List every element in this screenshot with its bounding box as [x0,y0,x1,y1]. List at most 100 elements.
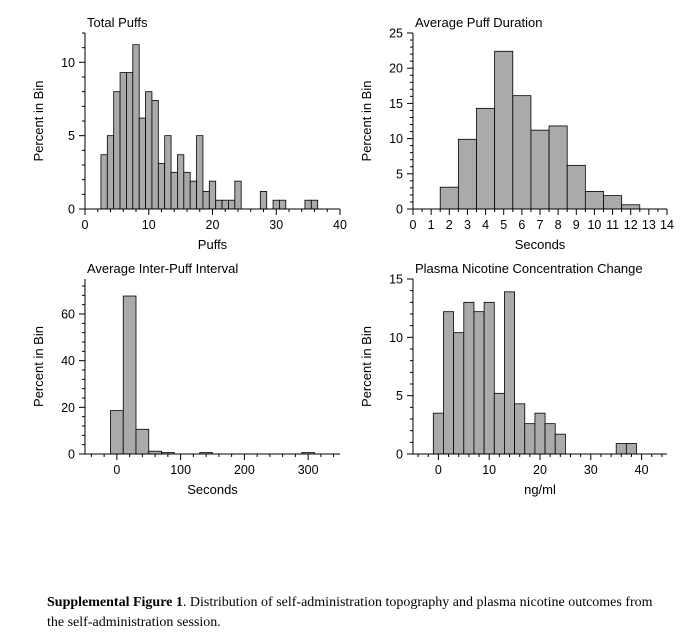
puff-duration-x-tick-label: 14 [660,218,674,232]
total-puffs-bar-5 [132,44,140,210]
puff-duration-x-tick-label: 7 [537,218,544,232]
puff-duration-y-tick-label: 15 [389,97,403,111]
inter-puff-interval-bar-2 [135,428,150,455]
panel-total-puffs: Total Puffs 0 5 10 0 10 20 30 40 Puffs Percent in … [31,15,347,252]
total-puffs-x-tick-label: 0 [82,218,89,232]
total-puffs-x-tick-label: 30 [269,218,283,232]
nicotine-change-x-tick-label: 30 [584,463,598,477]
inter-puff-interval-title: Average Inter-Puff Interval [87,261,238,276]
total-puffs-x-tick-label: 20 [206,218,220,232]
puff-duration-x-tick-label: 11 [606,218,619,232]
nicotine-change-bar-6 [493,392,505,455]
inter-puff-interval-x-tick-label: 300 [298,463,319,477]
nicotine-change-x-tick-label: 10 [482,463,496,477]
nicotine-change-bar-5 [483,301,495,455]
puff-duration-x-tick-label: 8 [555,218,562,232]
puff-duration-bar-6 [548,125,568,210]
puff-duration-y-tick-label: 5 [396,167,403,181]
inter-puff-interval-y-tick-label: 60 [61,308,75,322]
panel-plasma-nicotine-change: Plasma Nicotine Concentration Change 0 5 10… [359,261,667,497]
puff-duration-title: Average Puff Duration [415,15,542,30]
puff-duration-x-tick-label: 0 [410,218,417,232]
puff-duration-x-tick-label: 12 [624,218,638,232]
puff-duration-x-tick-label: 5 [500,218,507,232]
puff-duration-y-tick-label: 20 [389,62,403,76]
total-puffs-bar-17 [208,180,217,210]
nicotine-change-x-label: ng/ml [524,482,556,497]
nicotine-change-y-tick-label: 5 [396,389,403,403]
nicotine-change-bar-10 [534,412,546,455]
inter-puff-interval-y-tick-label: 0 [68,448,75,462]
puff-duration-bar-8 [584,190,604,210]
nicotine-change-bar-2 [453,332,465,455]
total-puffs-bar-8 [151,100,159,210]
puff-duration-x-tick-label: 1 [428,218,435,232]
inter-puff-interval-y-tick-label: 20 [61,401,75,415]
nicotine-change-bar-14 [625,443,637,455]
nicotine-change-bar-4 [473,311,485,455]
total-puffs-bar-1 [106,135,115,210]
nicotine-change-bar-3 [463,301,475,455]
panel-average-inter-puff-interval: Average Inter-Puff Interval 0 20 40 60 0 100 20… [31,261,340,497]
puff-duration-bar-0 [439,186,459,210]
total-puffs-title: Total Puffs [87,15,148,30]
total-puffs-x-tick-label: 10 [142,218,156,232]
inter-puff-interval-bar-0 [110,410,124,455]
total-puffs-y-tick-label: 10 [61,56,75,70]
puff-duration-bar-9 [603,195,623,210]
puff-duration-bar-4 [512,95,532,210]
inter-puff-interval-x-tick-label: 200 [234,463,255,477]
puff-duration-x-tick-label: 10 [587,218,601,232]
total-puffs-bar-7 [145,91,153,210]
total-puffs-y-tick-label: 0 [68,203,75,217]
total-puffs-bar-2 [113,91,121,210]
total-puffs-y-tick-label: 5 [68,129,75,143]
puff-duration-x-label: Seconds [515,237,566,252]
total-puffs-bar-18 [215,199,223,210]
puff-duration-y-tick-label: 10 [389,132,403,146]
total-puffs-bar-19 [221,199,229,210]
nicotine-change-bar-8 [514,403,526,455]
nicotine-change-y-tick-label: 10 [389,331,403,345]
puff-duration-bar-2 [476,107,496,210]
puff-duration-bar-3 [494,50,514,210]
total-puffs-bar-20 [228,199,236,210]
nicotine-change-bar-13 [615,443,627,455]
puff-duration-bar-1 [457,138,477,210]
puff-duration-y-tick-label: 0 [396,203,403,217]
caption-label: Supplemental Figure 1 [47,595,183,610]
total-puffs-bar-16 [202,190,210,210]
puff-duration-bar-7 [566,164,586,210]
nicotine-change-bar-11 [544,423,556,455]
puff-duration-bar-10 [621,204,641,210]
inter-puff-interval-y-label: Percent in Bin [31,326,46,407]
total-puffs-bar-21 [234,180,242,210]
total-puffs-bar-25 [304,199,312,210]
total-puffs-y-label: Percent in Bin [31,81,46,162]
total-puffs-bar-24 [279,199,287,210]
nicotine-change-x-tick-label: 40 [635,463,649,477]
figure-caption: Supplemental Figure 1. Distribution of s… [47,593,667,633]
total-puffs-bar-3 [119,72,127,210]
total-puffs-bar-23 [272,199,280,210]
puff-duration-bar-5 [530,129,550,210]
total-puffs-bar-15 [196,135,204,210]
puff-duration-x-tick-label: 3 [464,218,471,232]
inter-puff-interval-x-label: Seconds [187,482,238,497]
puff-duration-y-tick-label: 25 [389,27,403,41]
puff-duration-x-tick-label: 6 [518,218,525,232]
puff-duration-x-tick-label: 9 [573,218,580,232]
nicotine-change-bar-9 [524,423,536,455]
puff-duration-x-tick-label: 4 [482,218,489,232]
nicotine-change-y-label: Percent in Bin [359,326,374,407]
nicotine-change-bar-1 [443,311,455,455]
puff-duration-y-label: Percent in Bin [359,81,374,162]
total-puffs-bar-26 [310,199,319,210]
nicotine-change-bar-12 [554,433,566,455]
nicotine-change-x-tick-label: 20 [533,463,547,477]
caption-text: . Distribution of self-administration to… [47,595,653,630]
nicotine-change-bar-0 [432,412,444,455]
total-puffs-bar-9 [157,163,166,210]
puff-duration-x-tick-label: 13 [642,218,656,232]
